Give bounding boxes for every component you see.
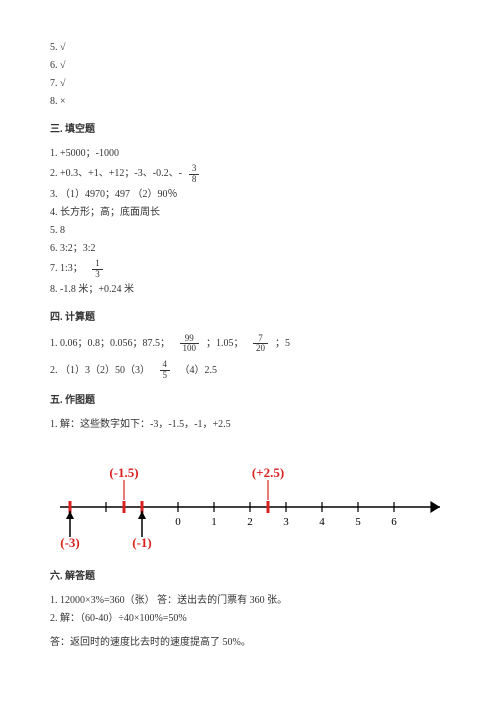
section3-title: 三. 填空题 [50, 122, 450, 138]
s3-q2: 2. +0.3、+1、+12；-3、-0.2、- 3 8 [50, 164, 450, 185]
tf-item: 7. √ [50, 76, 450, 92]
tf-list: 5. √ 6. √ 7. √ 8. × [50, 40, 450, 110]
s3-q6: 6. 3:2；3:2 [50, 241, 450, 257]
s4-q1: 1. 0.06；0.8；0.056；87.5； 99 100 ；1.05； 7 … [50, 334, 450, 355]
s4-q1-c: ；5 [270, 336, 290, 352]
svg-text:(-1): (-1) [132, 535, 152, 550]
svg-text:(+2.5): (+2.5) [252, 465, 284, 480]
fraction: 4 5 [160, 360, 171, 381]
svg-text:2: 2 [247, 516, 253, 528]
fraction: 99 100 [180, 334, 200, 355]
s5-q1: 1. 解：这些数字如下：-3，-1.5，-1，+2.5 [50, 417, 450, 433]
s3-q5: 5. 8 [50, 223, 450, 239]
tf-item: 6. √ [50, 58, 450, 74]
svg-text:6: 6 [391, 516, 397, 528]
s3-q3: 3. （1）4970；497 （2）90％ [50, 187, 450, 203]
s3-q8: 8. -1.8 米；+0.24 米 [50, 282, 450, 298]
section6-title: 六. 解答题 [50, 569, 450, 585]
svg-text:3: 3 [283, 516, 289, 528]
section5-title: 五. 作图题 [50, 393, 450, 409]
fraction: 7 20 [253, 334, 268, 355]
svg-text:4: 4 [319, 516, 325, 528]
s4-q1-b: ；1.05； [201, 336, 251, 352]
svg-text:1: 1 [211, 516, 217, 528]
s6-q2: 2. 解：（60-40）÷40×100%=50% [50, 611, 450, 627]
s3-q2-pre: 2. +0.3、+1、+12；-3、-0.2、- [50, 166, 187, 182]
fraction: 3 8 [189, 164, 200, 185]
s3-q7-pre: 7. 1:3； [50, 261, 90, 277]
s4-q1-a: 1. 0.06；0.8；0.056；87.5； [50, 336, 178, 352]
fraction-den: 8 [189, 175, 200, 185]
svg-text:5: 5 [355, 516, 361, 528]
svg-text:(-3): (-3) [60, 535, 80, 550]
fraction-den: 20 [253, 344, 268, 354]
s4-q2-a: 2. （1）3（2）50（3） [50, 363, 158, 379]
number-line-svg: 0 1 2 3 4 5 6 (-1.5) (+2.5) (-3) (-1) [50, 447, 450, 557]
svg-text:0: 0 [175, 516, 181, 528]
section4-title: 四. 计算题 [50, 310, 450, 326]
tf-item: 5. √ [50, 40, 450, 56]
svg-text:(-1.5): (-1.5) [109, 465, 138, 480]
s6-q2-answer: 答：返回时的速度比去时的速度提高了 50%。 [50, 635, 450, 651]
fraction-den: 3 [92, 270, 103, 280]
s3-q1: 1. +5000；-1000 [50, 146, 450, 162]
tf-item: 8. × [50, 94, 450, 110]
fraction-den: 5 [160, 371, 171, 381]
fraction: 1 3 [92, 259, 103, 280]
number-line: 0 1 2 3 4 5 6 (-1.5) (+2.5) (-3) (-1) [50, 447, 450, 557]
s4-q2-b: （4）2.5 [172, 363, 217, 379]
s3-q7: 7. 1:3； 1 3 [50, 259, 450, 280]
s6-q1: 1. 12000×3%=360（张） 答：送出去的门票有 360 张。 [50, 593, 450, 609]
s3-q4: 4. 长方形；高；底面周长 [50, 205, 450, 221]
fraction-den: 100 [180, 344, 200, 354]
s4-q2: 2. （1）3（2）50（3） 4 5 （4）2.5 [50, 360, 450, 381]
